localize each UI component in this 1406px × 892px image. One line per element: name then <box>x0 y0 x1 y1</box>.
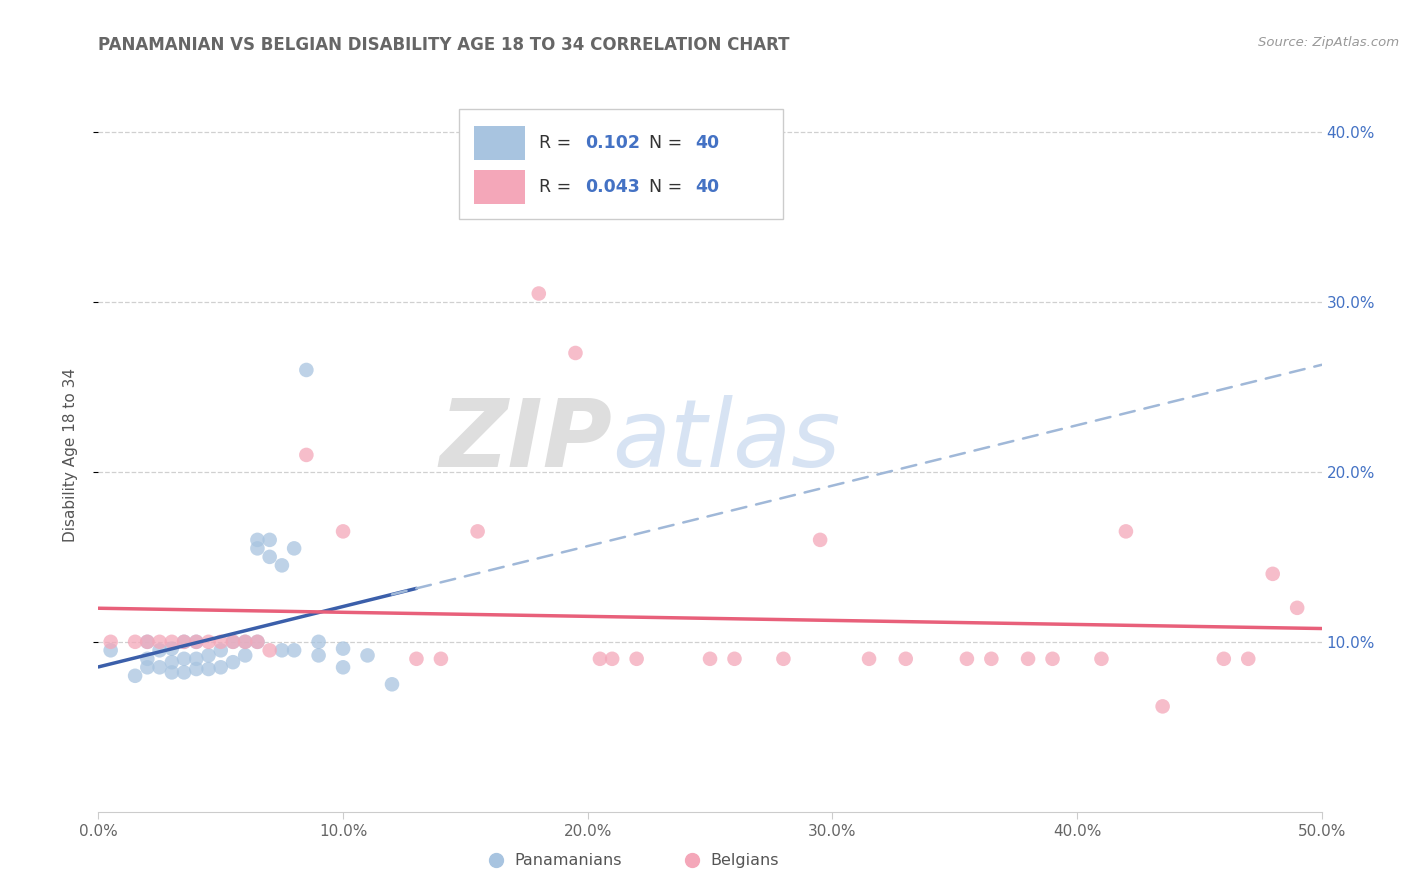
Text: N =: N = <box>648 178 688 196</box>
Point <box>259 643 281 657</box>
Point <box>173 652 195 666</box>
Point <box>233 648 256 663</box>
Point <box>209 660 232 674</box>
Point <box>295 448 318 462</box>
Point <box>1152 699 1174 714</box>
Point <box>233 635 256 649</box>
Point <box>564 346 586 360</box>
Point <box>259 549 281 564</box>
Point <box>160 665 183 680</box>
Point <box>246 541 269 556</box>
Point <box>160 655 183 669</box>
Point <box>600 652 623 666</box>
Point <box>1237 652 1260 666</box>
Point <box>173 635 195 649</box>
Point <box>149 635 172 649</box>
Point <box>283 541 305 556</box>
Point <box>356 648 378 663</box>
Point <box>332 641 354 656</box>
Point <box>209 635 232 649</box>
Point <box>1261 566 1284 581</box>
Text: Panamanians: Panamanians <box>515 853 621 868</box>
Point <box>222 635 245 649</box>
Point <box>209 643 232 657</box>
Text: ZIP: ZIP <box>439 394 612 487</box>
Point <box>173 665 195 680</box>
Point <box>222 635 245 649</box>
Point <box>124 635 146 649</box>
Text: 0.102: 0.102 <box>585 134 640 152</box>
Point <box>699 652 721 666</box>
Text: 40: 40 <box>696 178 720 196</box>
Point <box>956 652 979 666</box>
Point <box>589 652 612 666</box>
Point <box>246 635 269 649</box>
Point <box>233 635 256 649</box>
Point <box>186 652 208 666</box>
Point <box>308 635 330 649</box>
Text: PANAMANIAN VS BELGIAN DISABILITY AGE 18 TO 34 CORRELATION CHART: PANAMANIAN VS BELGIAN DISABILITY AGE 18 … <box>98 36 790 54</box>
FancyBboxPatch shape <box>460 109 783 219</box>
Point <box>772 652 794 666</box>
Y-axis label: Disability Age 18 to 34: Disability Age 18 to 34 <box>63 368 77 542</box>
Point <box>332 660 354 674</box>
Point <box>980 652 1002 666</box>
Text: N =: N = <box>648 134 688 152</box>
Point <box>1212 652 1234 666</box>
Point <box>527 286 550 301</box>
Point <box>1090 652 1112 666</box>
Text: R =: R = <box>538 134 576 152</box>
Point <box>136 635 159 649</box>
Point <box>1017 652 1039 666</box>
Text: 0.043: 0.043 <box>585 178 640 196</box>
Point <box>100 643 122 657</box>
Text: R =: R = <box>538 178 576 196</box>
Point <box>160 635 183 649</box>
Point <box>197 635 219 649</box>
Point <box>270 643 294 657</box>
Point <box>259 533 281 547</box>
Text: Belgians: Belgians <box>710 853 779 868</box>
Point <box>1115 524 1137 539</box>
Point <box>295 363 318 377</box>
Point <box>149 643 172 657</box>
Point <box>405 652 427 666</box>
Point <box>160 641 183 656</box>
Text: 40: 40 <box>696 134 720 152</box>
Point <box>186 635 208 649</box>
Point <box>124 669 146 683</box>
Point <box>283 643 305 657</box>
Point <box>136 635 159 649</box>
Point <box>136 660 159 674</box>
Point <box>149 660 172 674</box>
Point <box>197 662 219 676</box>
Point <box>246 533 269 547</box>
Point <box>222 655 245 669</box>
Point <box>430 652 453 666</box>
Text: Source: ZipAtlas.com: Source: ZipAtlas.com <box>1258 36 1399 49</box>
FancyBboxPatch shape <box>474 126 526 161</box>
Point <box>1042 652 1064 666</box>
Point <box>186 662 208 676</box>
Point <box>894 652 917 666</box>
Point <box>173 635 195 649</box>
Point <box>723 652 745 666</box>
Point <box>808 533 831 547</box>
Point <box>1286 600 1309 615</box>
Text: atlas: atlas <box>612 395 841 486</box>
Point <box>381 677 404 691</box>
Point <box>308 648 330 663</box>
Point <box>246 635 269 649</box>
Point <box>136 652 159 666</box>
Point <box>197 648 219 663</box>
FancyBboxPatch shape <box>474 170 526 204</box>
Point <box>100 635 122 649</box>
Point <box>626 652 648 666</box>
Point <box>186 635 208 649</box>
Point <box>467 524 489 539</box>
Point <box>858 652 880 666</box>
Point <box>332 524 354 539</box>
Point <box>270 558 294 573</box>
